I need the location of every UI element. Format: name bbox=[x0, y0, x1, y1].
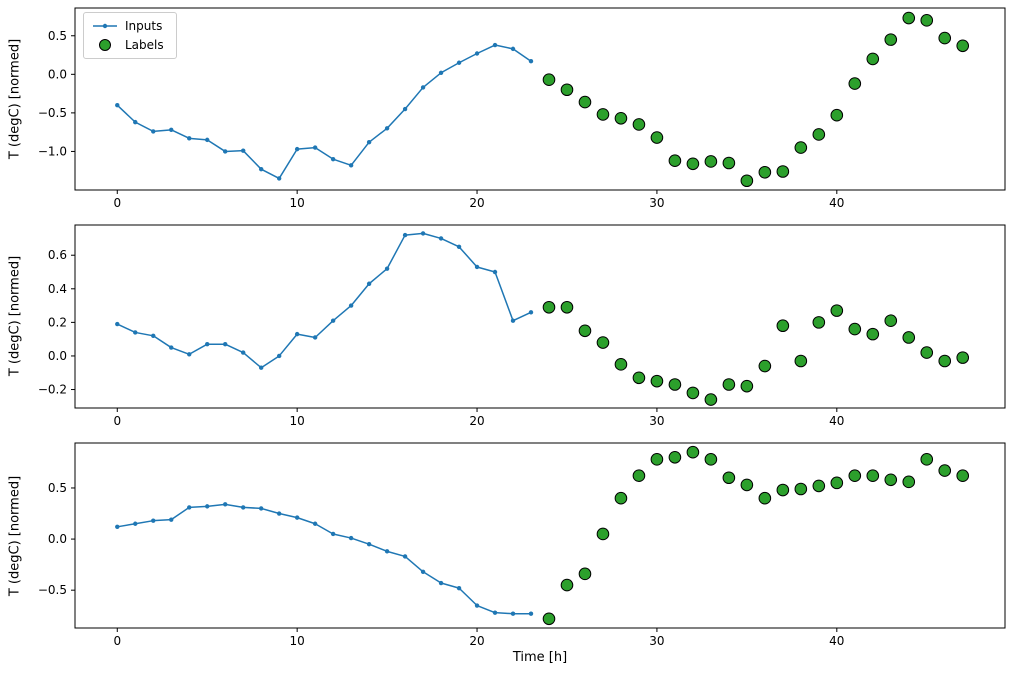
ylabel-subplot-1: T (degC) [normed] bbox=[7, 38, 23, 160]
svg-text:10: 10 bbox=[290, 196, 305, 210]
svg-text:30: 30 bbox=[649, 414, 664, 428]
labels-marker-icon bbox=[99, 39, 111, 51]
svg-text:0.4: 0.4 bbox=[48, 282, 67, 296]
svg-text:0.5: 0.5 bbox=[48, 29, 67, 43]
svg-text:0: 0 bbox=[113, 634, 121, 648]
svg-text:−0.5: −0.5 bbox=[38, 106, 67, 120]
svg-text:10: 10 bbox=[290, 634, 305, 648]
svg-text:0.2: 0.2 bbox=[48, 315, 67, 329]
svg-text:0.0: 0.0 bbox=[48, 349, 67, 363]
svg-text:30: 30 bbox=[649, 196, 664, 210]
legend-item-inputs: Inputs bbox=[92, 19, 164, 33]
svg-text:40: 40 bbox=[829, 634, 844, 648]
svg-text:0: 0 bbox=[113, 196, 121, 210]
ylabel-subplot-3: T (degC) [normed] bbox=[7, 475, 23, 597]
ylabel-subplot-2: T (degC) [normed] bbox=[7, 255, 23, 377]
svg-text:−0.2: −0.2 bbox=[38, 383, 67, 397]
svg-text:10: 10 bbox=[290, 414, 305, 428]
svg-text:0.5: 0.5 bbox=[48, 481, 67, 495]
legend-label-labels: Labels bbox=[125, 38, 164, 52]
svg-text:−1.0: −1.0 bbox=[38, 144, 67, 158]
svg-text:0: 0 bbox=[113, 414, 121, 428]
svg-text:20: 20 bbox=[469, 634, 484, 648]
legend-item-labels: Labels bbox=[92, 38, 164, 52]
svg-text:20: 20 bbox=[469, 414, 484, 428]
svg-text:0.0: 0.0 bbox=[48, 532, 67, 546]
svg-text:30: 30 bbox=[649, 634, 664, 648]
svg-text:0.0: 0.0 bbox=[48, 67, 67, 81]
legend-label-inputs: Inputs bbox=[125, 19, 163, 33]
legend: Inputs Labels bbox=[83, 12, 177, 59]
xlabel: Time [h] bbox=[512, 650, 568, 665]
svg-text:−0.5: −0.5 bbox=[38, 583, 67, 597]
svg-text:40: 40 bbox=[829, 414, 844, 428]
inputs-line-icon bbox=[93, 23, 117, 29]
svg-text:40: 40 bbox=[829, 196, 844, 210]
svg-text:0.6: 0.6 bbox=[48, 248, 67, 262]
svg-text:20: 20 bbox=[469, 196, 484, 210]
